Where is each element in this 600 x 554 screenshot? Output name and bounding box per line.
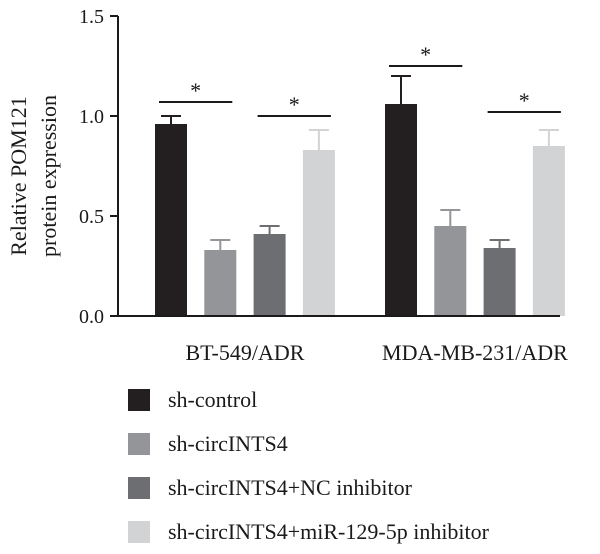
bar-chart: 0.0 0.5 1.0 1.5 Relative POM121 protein expre… [6, 6, 568, 365]
x-category-label: BT-549/ADR [185, 340, 304, 365]
legend-swatch [128, 477, 150, 499]
bar [483, 248, 516, 316]
legend-label: sh-control [168, 387, 258, 412]
legend-item: sh-circINTS4+miR-129-5p inhibitor [128, 510, 489, 554]
legend-item: sh-circINTS4 [128, 422, 489, 466]
bar [155, 124, 187, 316]
significance-star: * [519, 88, 530, 113]
bar [253, 234, 286, 316]
y-tick-label: 1.5 [79, 6, 104, 28]
legend-item: sh-control [128, 378, 489, 422]
significance-star: * [190, 78, 201, 103]
bar [434, 226, 467, 316]
bar [385, 104, 417, 316]
significance-star: * [420, 42, 431, 67]
legend-label: sh-circINTS4 [168, 431, 288, 456]
legend-item: sh-circINTS4+NC inhibitor [128, 466, 489, 510]
legend-swatch [128, 389, 150, 411]
legend-label: sh-circINTS4+miR-129-5p inhibitor [168, 519, 489, 544]
y-tick-label: 1.0 [79, 106, 104, 128]
y-axis-label: Relative POM121 [6, 96, 31, 256]
significance-star: * [289, 92, 300, 117]
legend-swatch [128, 521, 150, 543]
legend: sh-control sh-circINTS4 sh-circINTS4+NC in… [128, 378, 489, 554]
bar [204, 250, 237, 316]
bar [532, 146, 565, 316]
y-tick-label: 0.0 [79, 306, 104, 328]
y-axis-label: protein expression [36, 95, 61, 257]
y-tick-label: 0.5 [79, 206, 104, 228]
legend-label: sh-circINTS4+NC inhibitor [168, 475, 412, 500]
bar [302, 150, 335, 316]
legend-swatch [128, 433, 150, 455]
x-category-label: MDA-MB-231/ADR [382, 340, 568, 365]
